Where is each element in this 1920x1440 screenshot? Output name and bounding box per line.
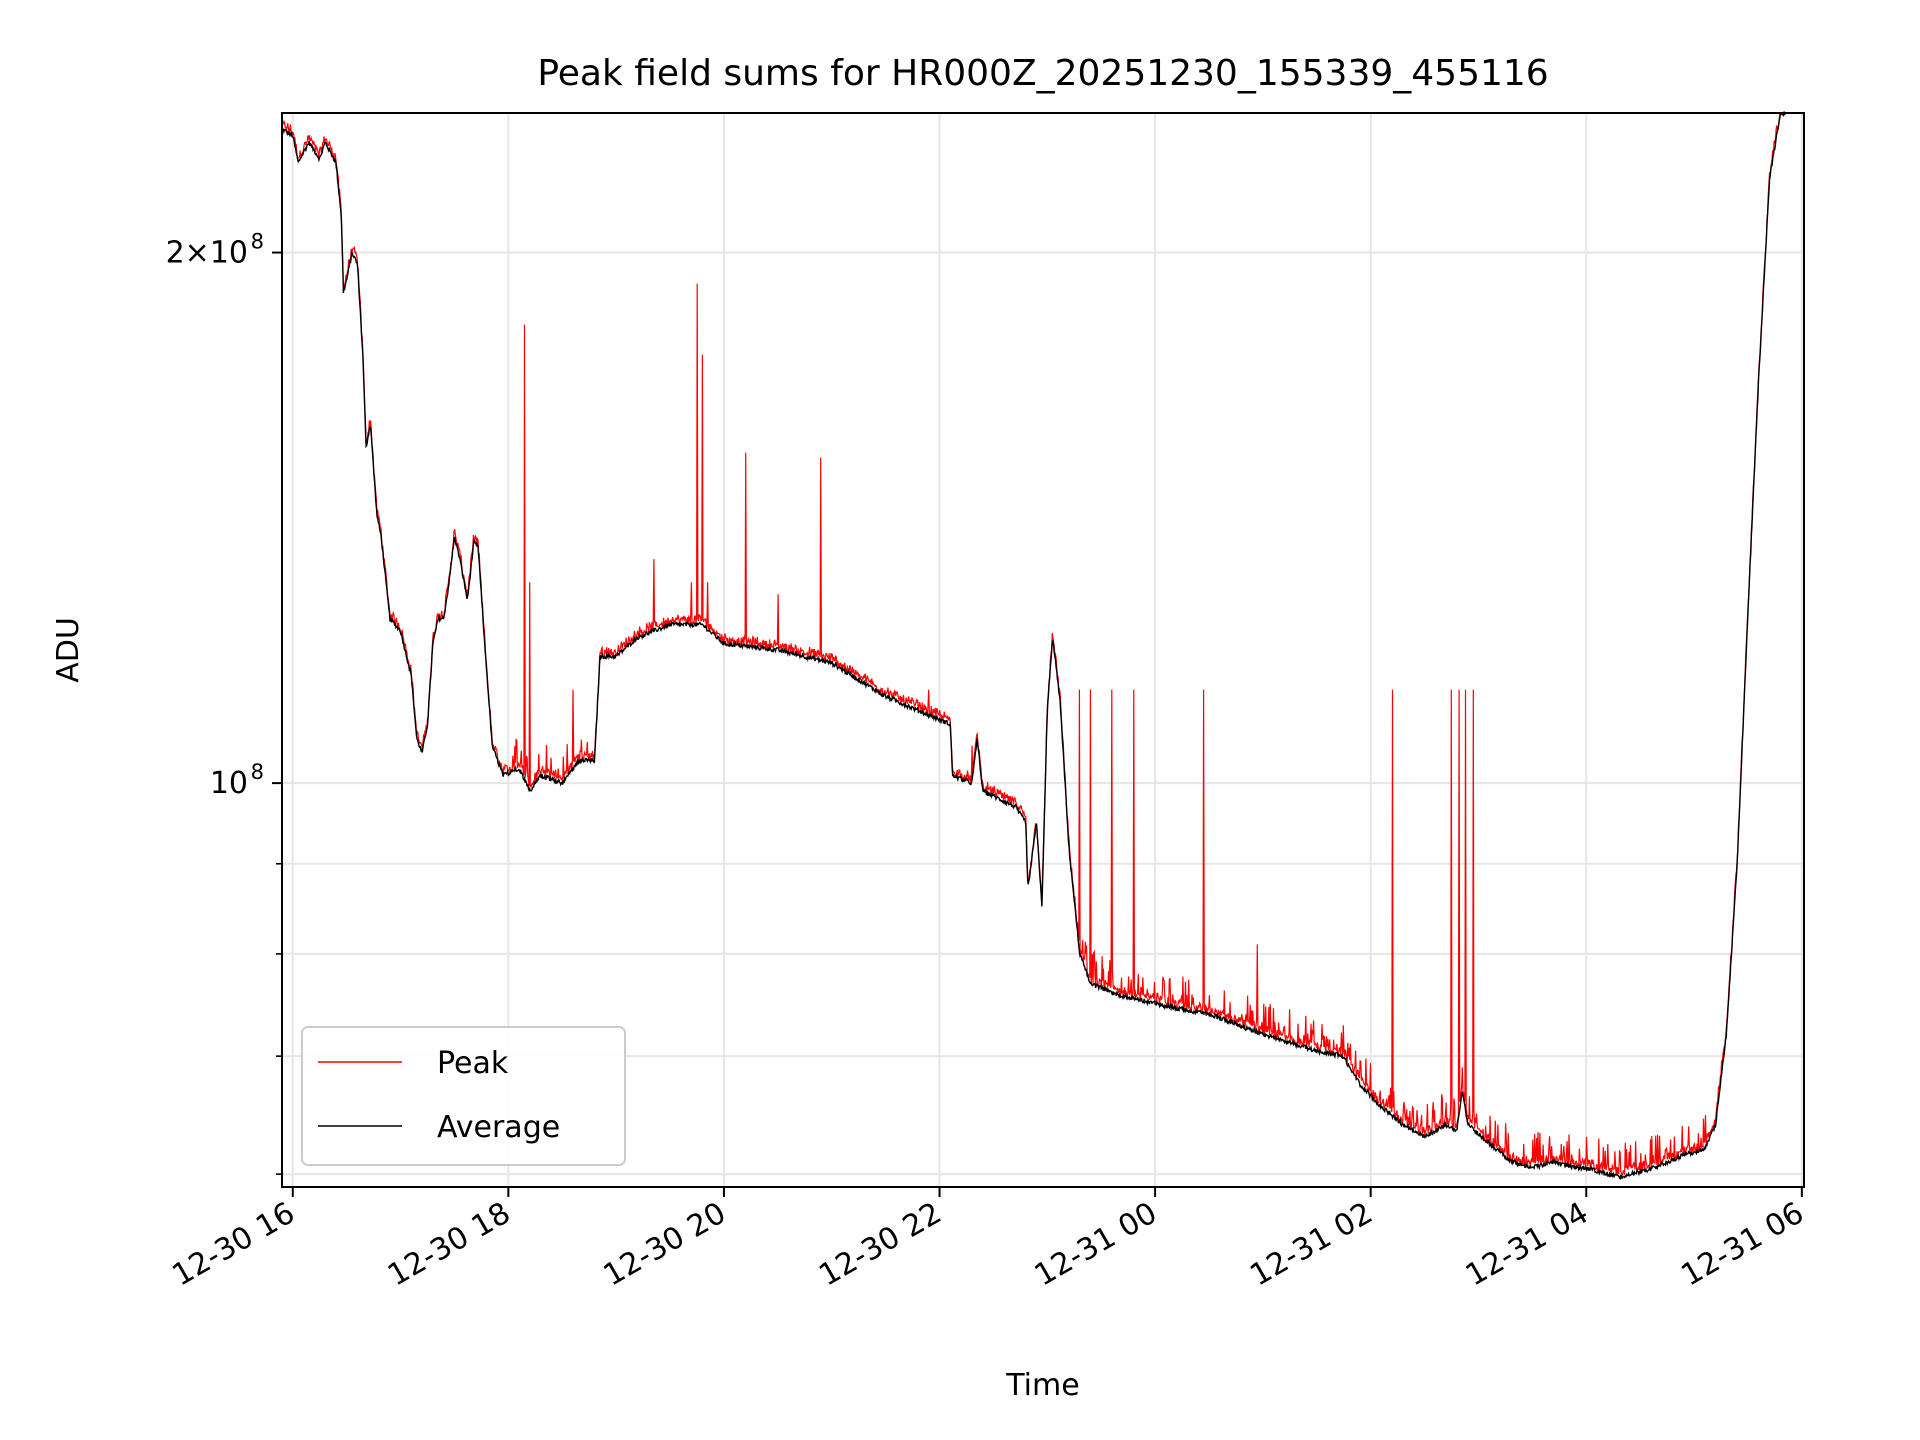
y-tick-exponent: 8 xyxy=(251,760,264,784)
chart-title: Peak field sums for HR000Z_20251230_1553… xyxy=(537,53,1548,94)
y-tick-exponent: 8 xyxy=(251,230,264,254)
legend-peak-label: Peak xyxy=(437,1046,509,1081)
y-tick-label: 2×10 xyxy=(166,236,248,271)
average-line xyxy=(281,110,1786,1181)
y-tick-label: 10 xyxy=(210,766,248,801)
y-axis-label: ADU xyxy=(51,617,86,683)
legend-average-label: Average xyxy=(437,1110,560,1145)
plot-frame xyxy=(281,112,1805,1188)
average-series xyxy=(281,110,1786,1181)
x-axis-label: Time xyxy=(1005,1368,1079,1403)
legend: Peak Average xyxy=(301,1026,626,1166)
y-axis-ticks: 10 82×10 8 xyxy=(166,230,282,1175)
